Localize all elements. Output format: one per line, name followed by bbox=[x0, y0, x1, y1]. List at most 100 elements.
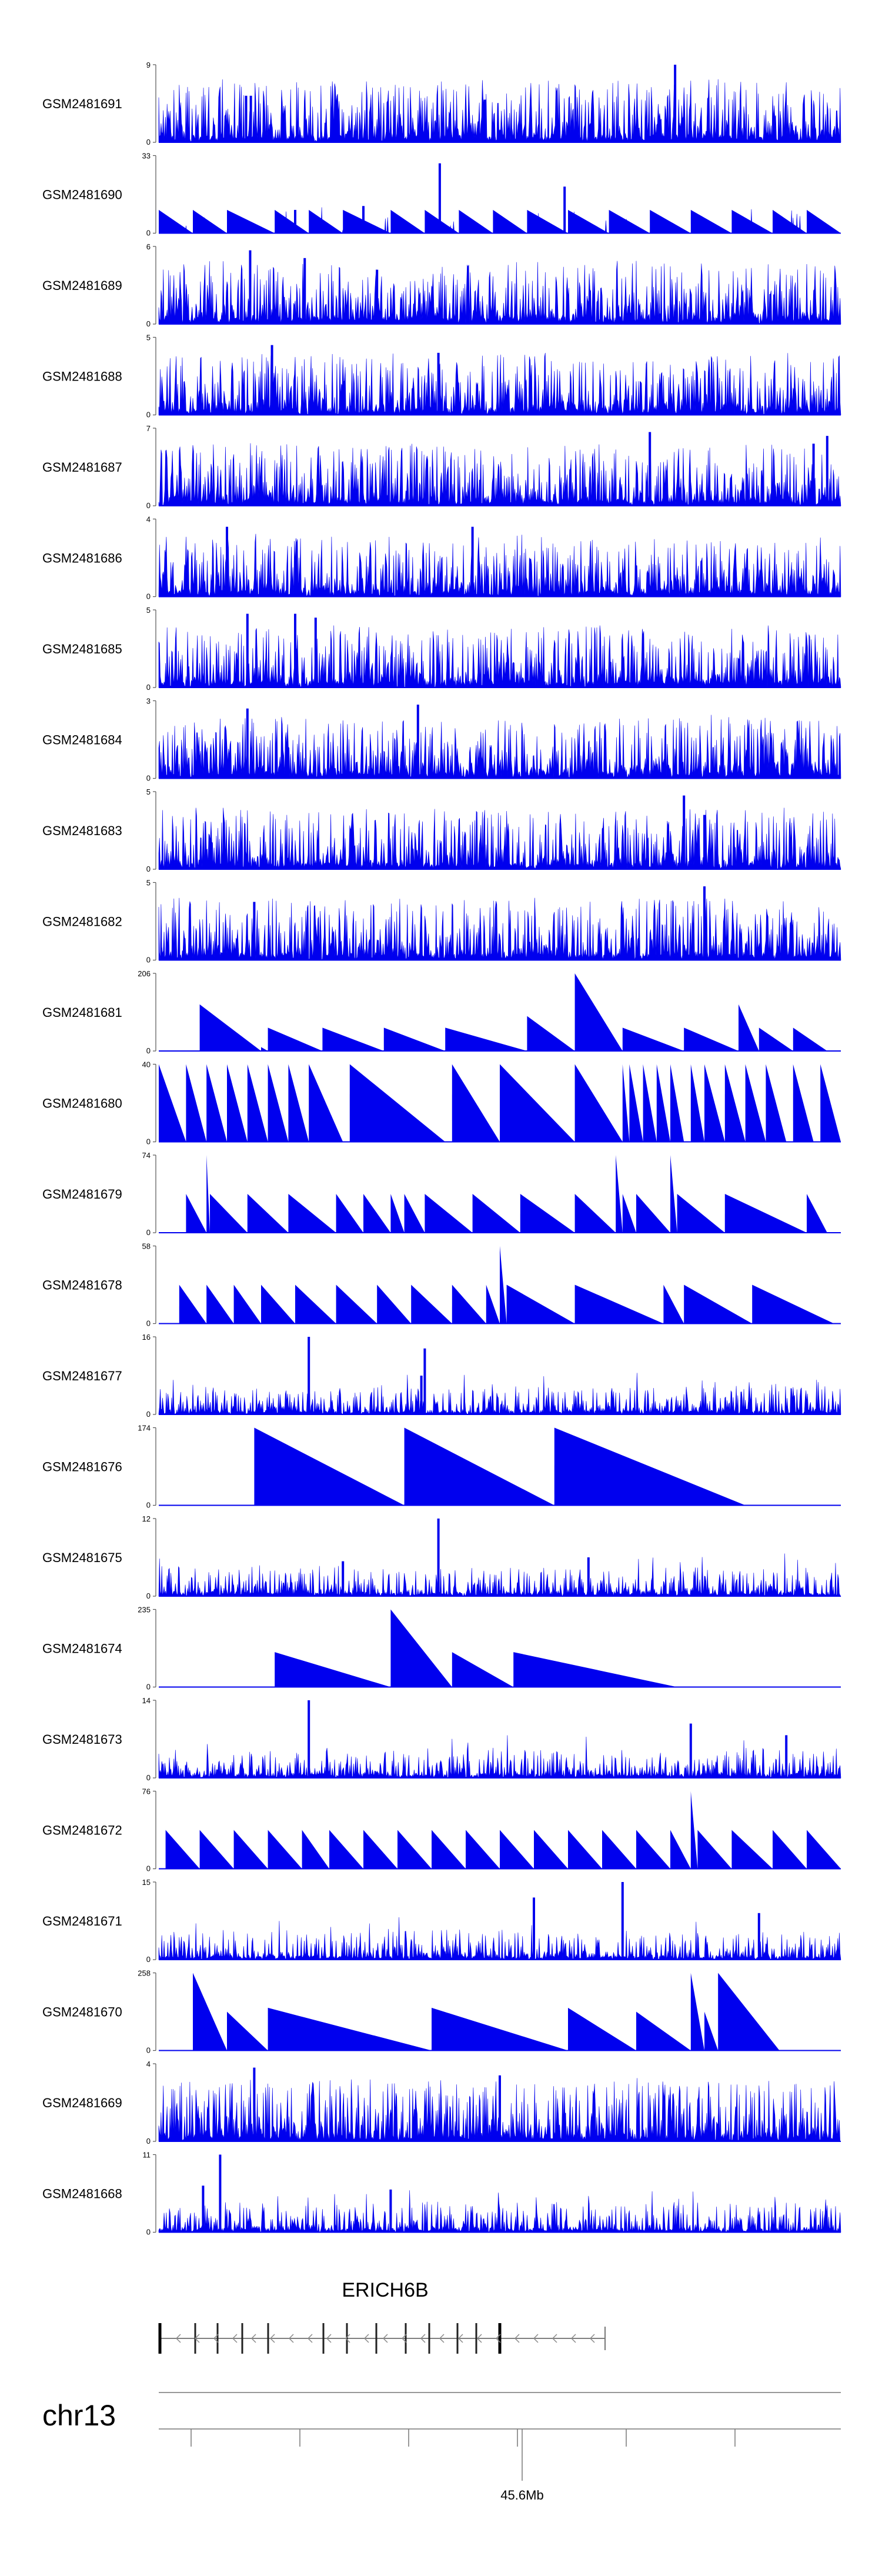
track-label: GSM2481688 bbox=[42, 369, 122, 384]
coverage-triangle bbox=[397, 1830, 432, 1869]
strand-arrow bbox=[213, 2334, 219, 2343]
track-GSM2481670: GSM2481670 258 0 bbox=[42, 1969, 841, 2055]
track-ymax-label: 4 bbox=[146, 515, 151, 524]
coverage-triangle bbox=[247, 1194, 289, 1233]
track-ymax-label: 6 bbox=[146, 242, 151, 251]
track-ymax-label: 9 bbox=[146, 61, 151, 69]
coverage-peak bbox=[253, 2067, 256, 2141]
track-ymax-label: 3 bbox=[146, 697, 151, 706]
coverage-peak bbox=[314, 618, 317, 688]
coverage-triangle bbox=[745, 1064, 766, 1142]
coverage-triangle bbox=[452, 1652, 514, 1687]
coverage-triangle bbox=[554, 1427, 746, 1506]
coverage-triangle bbox=[602, 1830, 636, 1869]
coverage-triangle bbox=[500, 1064, 575, 1142]
coverage-peak bbox=[812, 443, 815, 506]
coverage-triangle bbox=[472, 1194, 520, 1233]
track-GSM2481684: GSM2481684 3 0 bbox=[42, 697, 841, 783]
strand-arrow bbox=[495, 2334, 501, 2343]
track-GSM2481674: GSM2481674 235 0 bbox=[42, 1606, 841, 1691]
coverage-peak bbox=[389, 2189, 392, 2233]
track-GSM2481685: GSM2481685 5 0 bbox=[42, 606, 841, 692]
coverage-peak bbox=[249, 95, 252, 142]
coverage-peak bbox=[270, 345, 273, 415]
coverage-triangle bbox=[731, 209, 773, 233]
coverage-triangle bbox=[193, 1973, 227, 2051]
track-label: GSM2481677 bbox=[42, 1369, 122, 1383]
coverage-triangle bbox=[690, 1791, 698, 1869]
coverage-triangle bbox=[329, 1830, 363, 1869]
track-ymax-label: 5 bbox=[146, 606, 151, 615]
coverage-triangle bbox=[227, 209, 275, 233]
track-ymax-label: 12 bbox=[142, 1514, 151, 1523]
coverage-signal bbox=[158, 1373, 841, 1415]
track-ymax-label: 206 bbox=[138, 969, 151, 978]
track-GSM2481688: GSM2481688 5 0 bbox=[42, 333, 841, 419]
track-GSM2481671: GSM2481671 15 0 bbox=[42, 1878, 841, 1964]
track-label: GSM2481672 bbox=[42, 1823, 122, 1838]
track-ymin-label: 0 bbox=[146, 411, 151, 419]
track-ymin-label: 0 bbox=[146, 1864, 151, 1873]
track-ymax-label: 5 bbox=[146, 788, 151, 796]
coverage-triangle bbox=[534, 1830, 568, 1869]
strand-arrow bbox=[420, 2334, 426, 2343]
axis-tick-label: 45.6Mb bbox=[500, 2488, 543, 2502]
coverage-triangle bbox=[656, 1064, 670, 1142]
coverage-triangle bbox=[500, 1246, 507, 1324]
coverage-triangle bbox=[336, 1194, 363, 1233]
coverage-triangle bbox=[527, 1016, 575, 1051]
coverage-triangle bbox=[432, 1830, 466, 1869]
coverage-triangle bbox=[739, 1004, 759, 1051]
coverage-triangle bbox=[690, 209, 732, 233]
coverage-peak bbox=[563, 186, 566, 233]
strand-arrow bbox=[345, 2334, 350, 2343]
coverage-peak bbox=[683, 795, 686, 869]
coverage-triangle bbox=[336, 1284, 377, 1324]
coverage-peak bbox=[703, 815, 706, 869]
coverage-triangle bbox=[425, 1194, 473, 1233]
coverage-peak bbox=[483, 99, 486, 142]
coverage-triangle bbox=[690, 1064, 704, 1142]
strand-arrow bbox=[457, 2334, 463, 2343]
coverage-triangle bbox=[383, 1027, 446, 1051]
coverage-triangle bbox=[199, 1004, 261, 1051]
coverage-peak bbox=[437, 352, 440, 415]
coverage-triangle bbox=[663, 1284, 684, 1324]
track-ymin-label: 0 bbox=[146, 229, 151, 238]
coverage-triangle bbox=[636, 2011, 691, 2051]
coverage-triangle bbox=[452, 1064, 500, 1142]
coverage-signal bbox=[158, 261, 841, 325]
coverage-triangle bbox=[179, 1284, 207, 1324]
coverage-triangle bbox=[807, 1194, 827, 1233]
track-label: GSM2481687 bbox=[42, 460, 122, 475]
strand-arrow bbox=[570, 2334, 576, 2343]
track-ymin-label: 0 bbox=[146, 319, 151, 328]
coverage-triangle bbox=[670, 1155, 677, 1233]
strand-arrow bbox=[269, 2334, 275, 2343]
track-GSM2481680: GSM2481680 40 0 bbox=[42, 1060, 841, 1146]
track-GSM2481676: GSM2481676 174 0 bbox=[42, 1424, 841, 1510]
track-label: GSM2481683 bbox=[42, 823, 122, 838]
coverage-peak bbox=[342, 1561, 345, 1596]
track-ymax-label: 5 bbox=[146, 879, 151, 887]
coverage-triangle bbox=[452, 1284, 486, 1324]
gene-exon bbox=[428, 2323, 430, 2354]
track-label: GSM2481678 bbox=[42, 1278, 122, 1293]
coverage-triangle bbox=[677, 1194, 725, 1233]
coverage-peak bbox=[246, 708, 249, 779]
coverage-triangle bbox=[261, 1284, 295, 1324]
track-ymin-label: 0 bbox=[146, 1501, 151, 1510]
track-label: GSM2481668 bbox=[42, 2187, 122, 2201]
coverage-triangle bbox=[233, 1284, 261, 1324]
track-ymax-label: 15 bbox=[142, 1878, 151, 1887]
coverage-triangle bbox=[807, 209, 841, 233]
strand-arrow bbox=[476, 2334, 482, 2343]
coverage-peak bbox=[219, 2154, 222, 2233]
coverage-triangle bbox=[343, 209, 391, 233]
coverage-peak bbox=[303, 258, 306, 324]
coverage-signal bbox=[158, 1917, 841, 1960]
coverage-triangle bbox=[268, 1064, 289, 1142]
track-label: GSM2481682 bbox=[42, 915, 122, 929]
coverage-triangle bbox=[309, 1064, 343, 1142]
track-label: GSM2481685 bbox=[42, 642, 122, 656]
